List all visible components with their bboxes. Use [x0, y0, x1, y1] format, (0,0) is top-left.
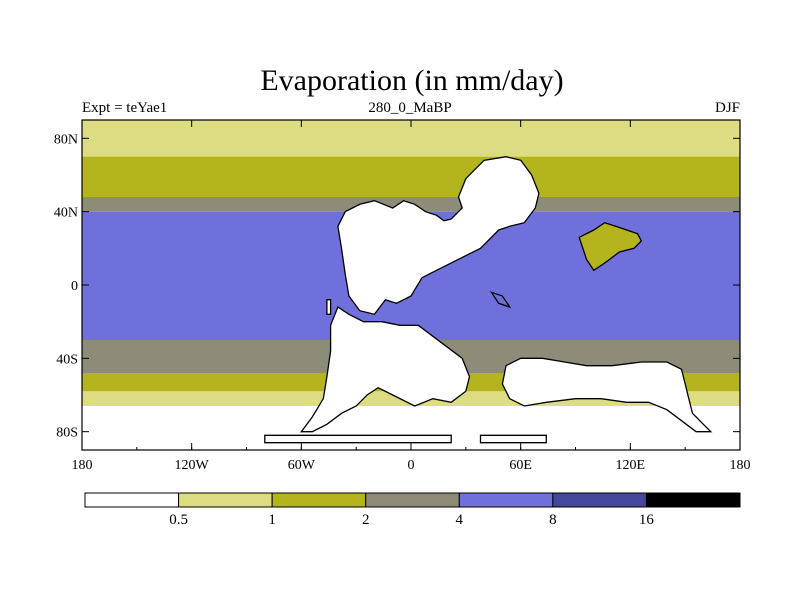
continent-5	[326, 299, 332, 315]
colorbar-box	[365, 492, 460, 508]
continent-1	[300, 306, 471, 433]
colorbar-box	[84, 492, 180, 508]
continent-4	[489, 291, 512, 309]
y-tick-label: 40N	[54, 206, 78, 221]
plot-area	[82, 120, 740, 450]
x-tick-label: 180	[72, 458, 93, 473]
colorbar-label: 8	[549, 512, 557, 528]
continent-0	[337, 156, 540, 316]
y-tick-label: 80N	[54, 132, 78, 147]
colorbar-label: 2	[362, 512, 370, 528]
colorbar-box	[552, 492, 647, 508]
x-tick-label: 120E	[616, 458, 646, 473]
x-tick-label: 60W	[288, 458, 316, 473]
center-string: 280_0_MaBP	[368, 100, 451, 116]
colorbar-box	[271, 492, 367, 508]
x-tick-label: 0	[408, 458, 415, 473]
continent-6	[264, 434, 452, 444]
colorbar-box	[645, 492, 741, 508]
continents	[264, 156, 713, 444]
y-tick-label: 40S	[56, 352, 78, 367]
y-axis: 80N 40N 0 40S 80S	[54, 132, 740, 441]
left-string: Expt = teYae1	[82, 100, 167, 116]
colorbar-label: 1	[268, 512, 276, 528]
colorbar-box	[458, 492, 554, 508]
zonal-band-1	[82, 156, 740, 197]
colorbar-box	[178, 492, 273, 508]
x-axis: 180 120W 60W 0 60E 120E 180	[72, 120, 751, 473]
continent-3	[578, 221, 643, 272]
x-tick-label: 60E	[509, 458, 532, 473]
colorbar-label: 0.5	[169, 512, 188, 528]
x-tick-label: 180	[730, 458, 751, 473]
continent-2	[501, 357, 713, 433]
x-tick-label: 120W	[175, 458, 210, 473]
continent-7	[479, 434, 547, 444]
y-tick-label: 0	[71, 279, 78, 294]
y-tick-label: 80S	[56, 426, 78, 441]
colorbar-label: 4	[456, 512, 464, 528]
chart-title: Evaporation (in mm/day)	[260, 64, 563, 97]
colorbar-label: 16	[639, 512, 655, 528]
season-string: DJF	[715, 100, 740, 116]
colorbar: 0.5 1 2 4 8 16	[84, 492, 741, 528]
